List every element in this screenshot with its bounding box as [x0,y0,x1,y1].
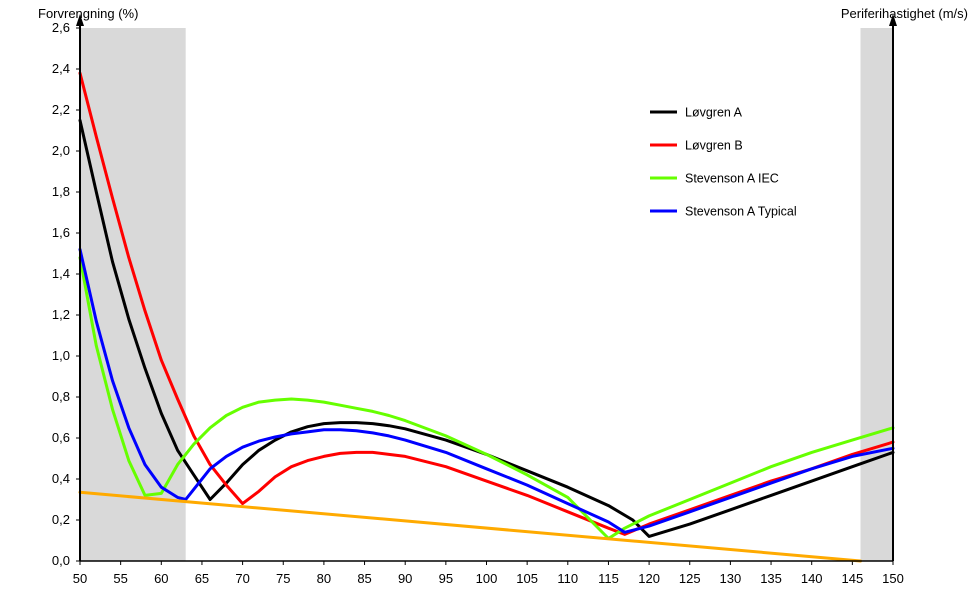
x-tick-label: 140 [801,571,823,586]
y-tick-label: 1,8 [52,184,70,199]
x-tick-label: 115 [598,571,619,586]
x-tick-label: 150 [882,571,904,586]
legend-label: Stevenson A Typical [685,205,797,219]
x-tick-label: 80 [317,571,331,586]
x-tick-label: 120 [638,571,660,586]
x-tick-label: 50 [73,571,87,586]
x-tick-label: 75 [276,571,290,586]
x-tick-label: 105 [516,571,538,586]
legend-label: Løvgren A [685,106,743,120]
x-tick-label: 110 [557,571,578,586]
x-tick-label: 85 [357,571,371,586]
x-tick-label: 125 [679,571,701,586]
x-tick-label: 135 [760,571,782,586]
left-axis-title: Forvrengning (%) [38,6,139,21]
x-tick-label: 70 [235,571,249,586]
y-tick-label: 0,6 [52,430,70,445]
legend-label: Løvgren B [685,139,743,153]
x-tick-label: 65 [195,571,209,586]
shaded-region-1 [860,28,893,561]
right-axis-title: Periferihastighet (m/s) [840,6,968,21]
x-tick-label: 90 [398,571,412,586]
y-tick-label: 2,4 [52,61,70,76]
legend-label: Stevenson A IEC [685,172,779,186]
series-line-l-vgren-a [78,118,895,538]
series-line-stevenson-a-typical [78,247,895,534]
x-tick-label: 55 [113,571,127,586]
y-tick-label: 2,6 [52,20,70,35]
right-axis-arrow-icon [889,14,897,26]
series-line-reference [78,490,862,563]
left-axis-arrow-icon [76,14,84,26]
series-line-l-vgren-b [78,71,895,536]
y-tick-label: 1,0 [52,348,70,363]
y-tick-label: 1,4 [52,266,70,281]
series-line-stevenson-a-iec [78,256,895,540]
x-tick-label: 145 [841,571,863,586]
y-tick-label: 2,0 [52,143,70,158]
x-tick-label: 130 [720,571,742,586]
y-tick-label: 1,6 [52,225,70,240]
x-tick-label: 100 [476,571,498,586]
y-tick-label: 0,8 [52,389,70,404]
x-tick-label: 95 [439,571,453,586]
x-tick-label: 60 [154,571,168,586]
y-tick-label: 0,4 [52,471,70,486]
y-tick-label: 0,2 [52,512,70,527]
y-tick-label: 1,2 [52,307,70,322]
y-tick-label: 2,2 [52,102,70,117]
y-tick-label: 0,0 [52,553,70,568]
